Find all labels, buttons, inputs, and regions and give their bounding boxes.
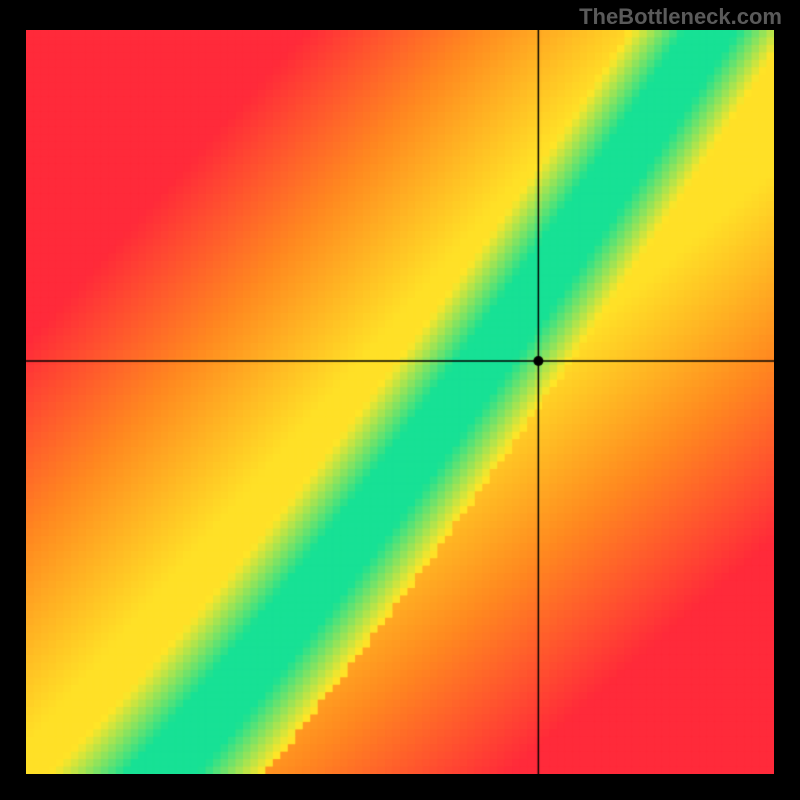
chart-container: TheBottleneck.com <box>0 0 800 800</box>
watermark-text: TheBottleneck.com <box>579 4 782 30</box>
bottleneck-heatmap <box>26 30 774 774</box>
